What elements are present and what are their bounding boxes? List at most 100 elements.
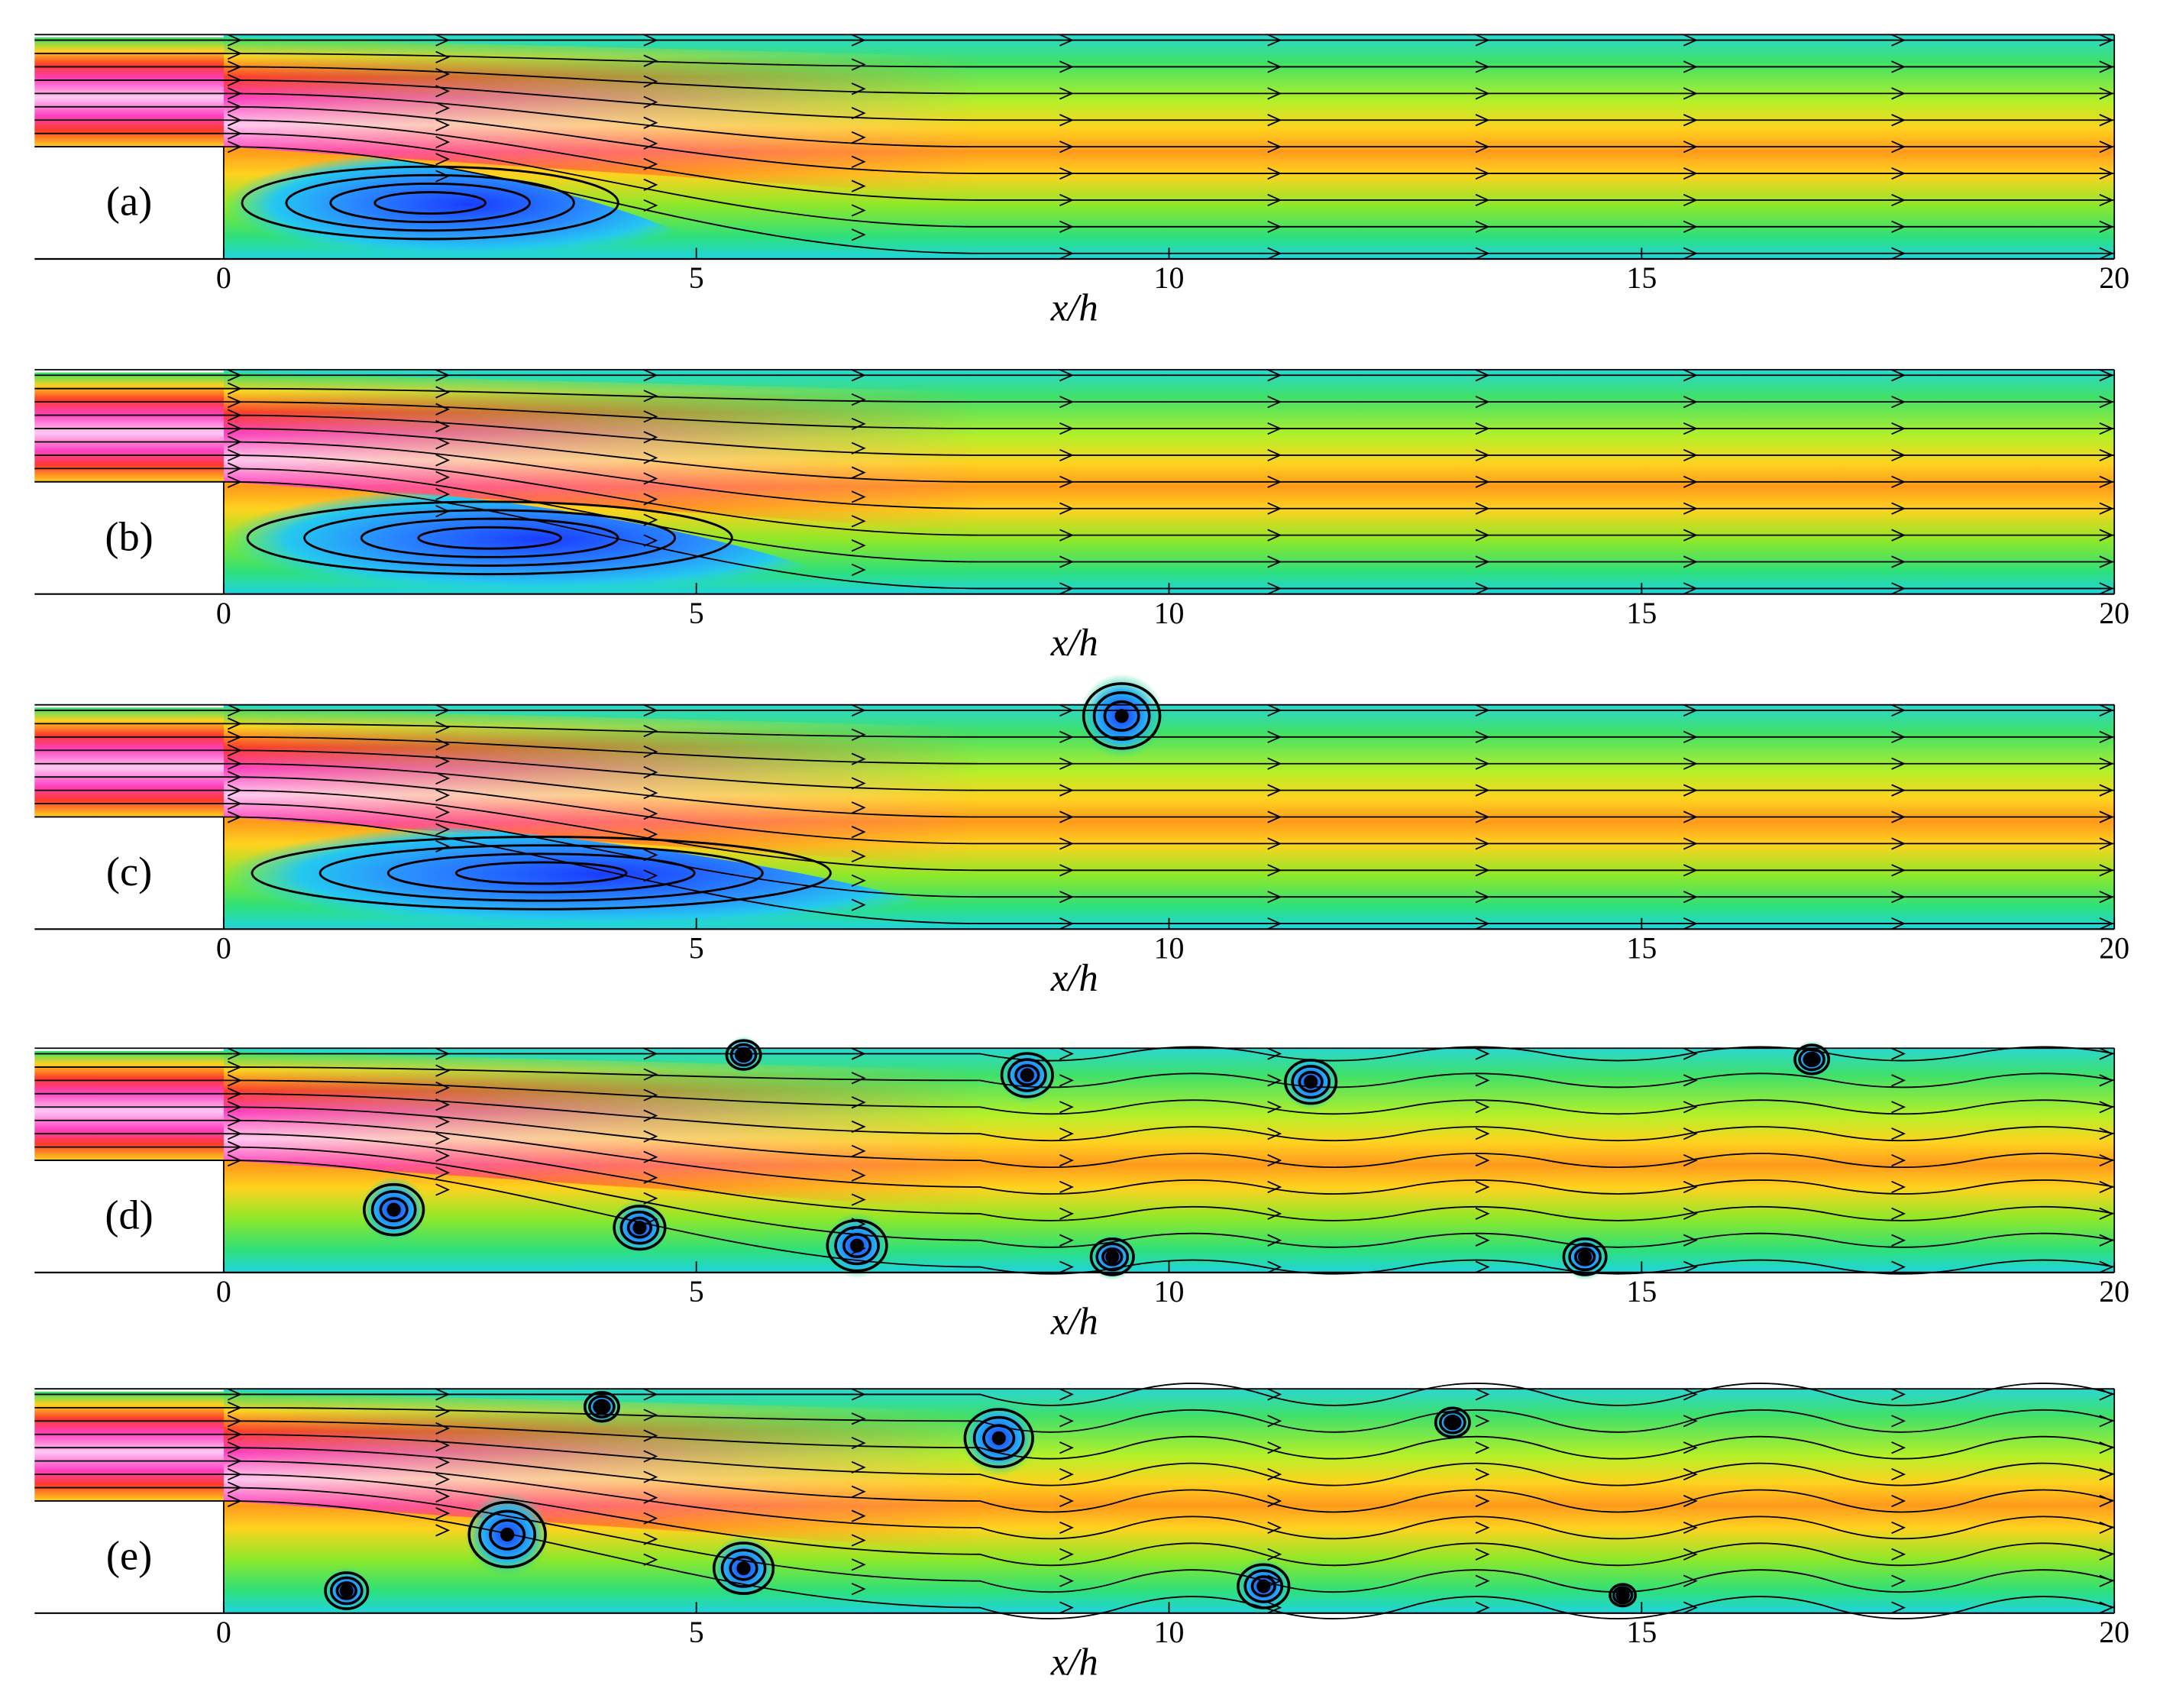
- streamline-arrow: [1059, 1180, 1074, 1194]
- streamline-arrow: [1891, 1101, 1906, 1114]
- recirculation-streamline: [454, 861, 628, 885]
- inlet-jet: [34, 37, 225, 147]
- streamline-arrow: [227, 435, 242, 448]
- streamline-arrow: [1267, 1180, 1282, 1194]
- streamline-arrow: [2099, 810, 2114, 823]
- streamline-arrow: [435, 505, 451, 518]
- recirculation: [223, 149, 716, 259]
- streamline-arrow: [435, 1064, 451, 1077]
- streamline-arrow: [2099, 784, 2114, 797]
- recirculation-streamline: [417, 526, 562, 550]
- x-tick-label: 5: [689, 260, 704, 295]
- streamline-arrow: [1891, 1207, 1906, 1220]
- streamline-arrow: [1475, 1388, 1490, 1401]
- streamline-arrow: [1267, 757, 1282, 770]
- streamline-arrow: [1475, 891, 1490, 904]
- streamline-arrow: [643, 1532, 658, 1545]
- recirculation-streamline: [373, 191, 487, 215]
- x-tick-label: 20: [2099, 260, 2129, 295]
- streamline-arrow: [1475, 704, 1490, 717]
- streamline-arrow: [2099, 1260, 2114, 1273]
- streamline-arrow: [851, 466, 866, 479]
- vortex-streamline: [588, 1395, 616, 1419]
- streamline-arrow: [851, 1169, 866, 1182]
- streamline-arrow: [435, 471, 451, 484]
- vortex-streamline: [489, 1519, 526, 1551]
- streamline-arrow: [435, 789, 451, 802]
- streamline-arrow: [227, 1468, 242, 1481]
- streamline-arrow: [1891, 1047, 1906, 1060]
- x-tick-label: 15: [1626, 596, 1657, 630]
- streamline-arrow: [435, 1183, 451, 1196]
- streamline-arrow: [643, 1212, 658, 1225]
- streamline-arrow: [1059, 704, 1074, 717]
- streamline-arrow: [1059, 1574, 1074, 1587]
- streamline-arrow: [1267, 1234, 1282, 1247]
- streamline-arrow: [227, 1074, 242, 1087]
- streamline-arrow: [1059, 193, 1074, 207]
- streamline-arrow: [851, 393, 866, 406]
- streamline-arrow: [227, 1153, 242, 1167]
- panel: 0 5 10 15 20 x/h (d): [34, 1036, 2129, 1342]
- streamline-arrow: [435, 419, 451, 433]
- recirculation-streamline: [285, 173, 575, 232]
- streamline-arrow: [1059, 1101, 1074, 1114]
- streamline-arrow: [1059, 529, 1074, 542]
- streamline-arrow: [851, 1242, 866, 1255]
- streamline-arrow: [1683, 1494, 1698, 1508]
- x-tick-label: 15: [1626, 1274, 1657, 1308]
- streamline-arrow: [1891, 475, 1906, 488]
- vortex-streamline: [626, 1216, 653, 1239]
- streamline-arrow: [851, 563, 866, 577]
- streamline-arrow: [1475, 1234, 1490, 1247]
- streamline-arrow: [1891, 917, 1906, 930]
- streamline-arrow: [1891, 502, 1906, 515]
- streamline: [34, 1460, 2115, 1540]
- streamline-arrow: [1891, 1415, 1906, 1428]
- streamline-arrow: [1059, 1207, 1074, 1220]
- streamline-arrow: [1683, 1101, 1698, 1114]
- streamline-arrow: [1059, 1601, 1074, 1614]
- streamline-arrow: [1683, 582, 1698, 595]
- streamline-arrow: [1683, 369, 1698, 382]
- streamline-arrow: [1267, 891, 1282, 904]
- streamline-arrow: [1475, 193, 1490, 207]
- streamline-arrow: [2099, 193, 2114, 207]
- x-axis-label: x/h: [1050, 621, 1098, 664]
- streamline-arrow: [1683, 422, 1698, 435]
- streamline: [34, 776, 2115, 845]
- streamline-arrow: [1267, 1207, 1282, 1220]
- streamline-arrow: [227, 744, 242, 757]
- streamline-arrow: [1475, 1548, 1490, 1561]
- step: [34, 1500, 224, 1613]
- streamline-arrow: [1059, 475, 1074, 488]
- streamline-arrow: [851, 1096, 866, 1109]
- vortex-streamline: [1438, 1410, 1466, 1435]
- streamline-arrow: [643, 116, 658, 129]
- streamline-arrow: [2099, 1468, 2114, 1481]
- recirculation-streamline: [386, 852, 696, 894]
- streamline: [34, 1447, 2115, 1513]
- streamline-arrow: [2099, 87, 2114, 100]
- streamline-arrow: [1475, 247, 1490, 260]
- streamline-arrow: [2099, 1047, 2114, 1060]
- vortex-streamline: [1000, 1052, 1054, 1098]
- streamline-arrow: [435, 85, 451, 98]
- streamline-arrow: [2099, 582, 2114, 595]
- streamline-arrow: [1475, 87, 1490, 100]
- vortex-streamline: [1612, 1586, 1634, 1605]
- streamline-arrow: [1475, 167, 1490, 180]
- streamline-arrow: [851, 849, 866, 863]
- streamline-arrow: [1475, 369, 1490, 382]
- streamline-arrow: [1059, 422, 1074, 435]
- streamline-arrow: [435, 1098, 451, 1111]
- streamline-arrow: [1475, 917, 1490, 930]
- recirculation: [223, 484, 858, 594]
- x-tick-label: 0: [216, 596, 231, 630]
- streamline-arrow: [643, 34, 658, 47]
- streamline-arrow: [227, 1114, 242, 1127]
- streamline-arrow: [643, 1150, 658, 1163]
- vortex-core: [736, 1047, 751, 1063]
- streamline-arrow: [1475, 1047, 1490, 1060]
- streamline-arrow: [851, 34, 866, 47]
